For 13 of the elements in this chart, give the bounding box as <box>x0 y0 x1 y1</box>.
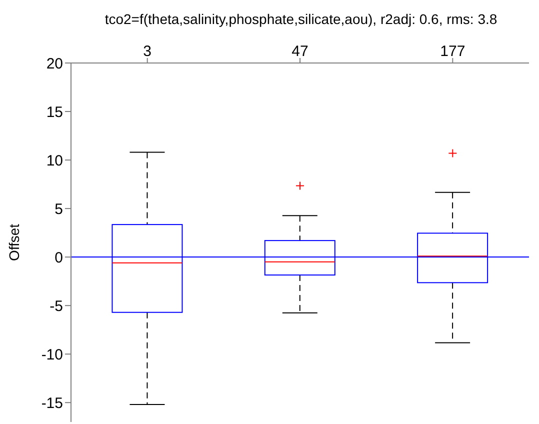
x-tick-label: 3 <box>143 43 152 60</box>
y-tick-label: 0 <box>54 249 63 266</box>
y-tick-label: -5 <box>50 298 63 315</box>
y-axis-title: Offset <box>6 224 22 262</box>
y-tick-label: 20 <box>46 55 63 72</box>
x-tick-label: 177 <box>440 43 466 60</box>
y-tick-label: 10 <box>46 152 63 170</box>
y-tick-label: 5 <box>54 200 63 218</box>
y-tick-label: -10 <box>41 346 63 364</box>
x-tick-label: 47 <box>292 43 308 60</box>
y-tick-label: -15 <box>41 394 63 412</box>
y-tick-label: 15 <box>46 104 63 121</box>
chart-title: tco2=f(theta,salinity,phosphate,silicate,aou), r2adj: 0.6, rms: 3.8 <box>104 10 498 29</box>
